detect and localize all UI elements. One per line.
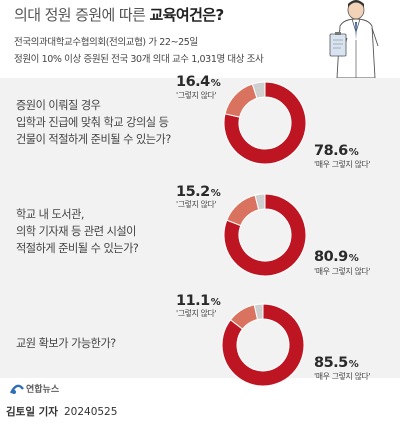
question-2-line-3: 적절하게 준비될 수 있는가? [16,242,139,255]
question-1: 증원이 이뤄질 경우 입학과 진급에 맞춰 학교 강의실 등 건물이 적절하게 … [16,97,171,148]
pct-label-q1-disagree: 16.4% [176,74,221,90]
pct-label-q2-disagree: 15.2% [176,184,221,200]
author: 김토일 기자 [6,406,58,418]
page-title: 의대 정원 증원에 따른 교육여건은? [14,4,224,25]
donut-3-slice-strongly-disagree [221,303,305,387]
survey-target: 정원이 10% 이상 증원된 전국 30개 의대 교수 1,031명 대상 조사 [14,54,264,65]
donut-2-slice-other [254,193,266,211]
pct-label-q2-strongly-disagree: 80.9% [314,249,359,265]
yonhap-news-logo: 연합뉴스 [10,382,59,395]
donut-1-slice-disagree [224,83,258,118]
question-2-line-1: 학교 내 도서관, [16,208,84,221]
question-3: 교원 확보가 가능한가? [16,335,116,352]
donut-2-slice-strongly-disagree [223,193,307,277]
caption-q1-strongly-disagree: '매우 그렇지 않다' [314,160,371,169]
survey-results-panel [0,78,400,378]
donut-chart-1 [223,81,307,165]
survey-source: 전국의과대학교수협의회(전의교협) 가 22~25일 [14,37,198,48]
donut-1-slice-strongly-disagree [223,81,307,165]
caption-q1-disagree: '그렇지 않다' [176,91,217,100]
logo-text: 연합뉴스 [26,385,60,395]
title-prefix: 의대 정원 증원에 따른 [14,6,150,24]
caption-q2-disagree: '그렇지 않다' [176,200,217,209]
caption-q2-strongly-disagree: '매우 그렇지 않다' [314,267,371,276]
pct-label-q1-strongly-disagree: 78.6% [314,143,359,159]
pct-label-q3-disagree: 11.1% [176,293,221,309]
question-2-line-2: 의학 기자재 등 관련 시설이 [16,225,136,238]
caption-q3-strongly-disagree: '매우 그렇지 않다' [314,372,371,381]
question-3-line-1: 교원 확보가 가능한가? [16,337,116,350]
donut-3-slice-other [253,303,264,321]
pct-label-q3-strongly-disagree: 85.5% [314,355,359,371]
title-emphasis: 교육여건은? [149,6,224,24]
donut-1-slice-other [251,81,266,99]
caption-q3-disagree: '그렇지 않다' [176,309,217,318]
yonhap-news-logo-icon [10,384,24,394]
question-1-line-1: 증원이 이뤄질 경우 [16,99,101,112]
question-1-line-2: 입학과 진급에 맞춰 학교 강의실 등 [16,116,169,129]
donut-chart-3 [221,303,305,387]
donut-2-slice-disagree [226,194,260,227]
donut-chart-2 [223,193,307,277]
doctor-holding-clipboard-icon [329,0,379,78]
publish-date: 20240525 [63,406,118,418]
question-1-line-3: 건물이 적절하게 준비될 수 있는가? [16,133,171,146]
question-2: 학교 내 도서관, 의학 기자재 등 관련 시설이 적절하게 준비될 수 있는가… [16,206,139,257]
credit-line: 김토일 기자 20240525 [6,404,117,419]
